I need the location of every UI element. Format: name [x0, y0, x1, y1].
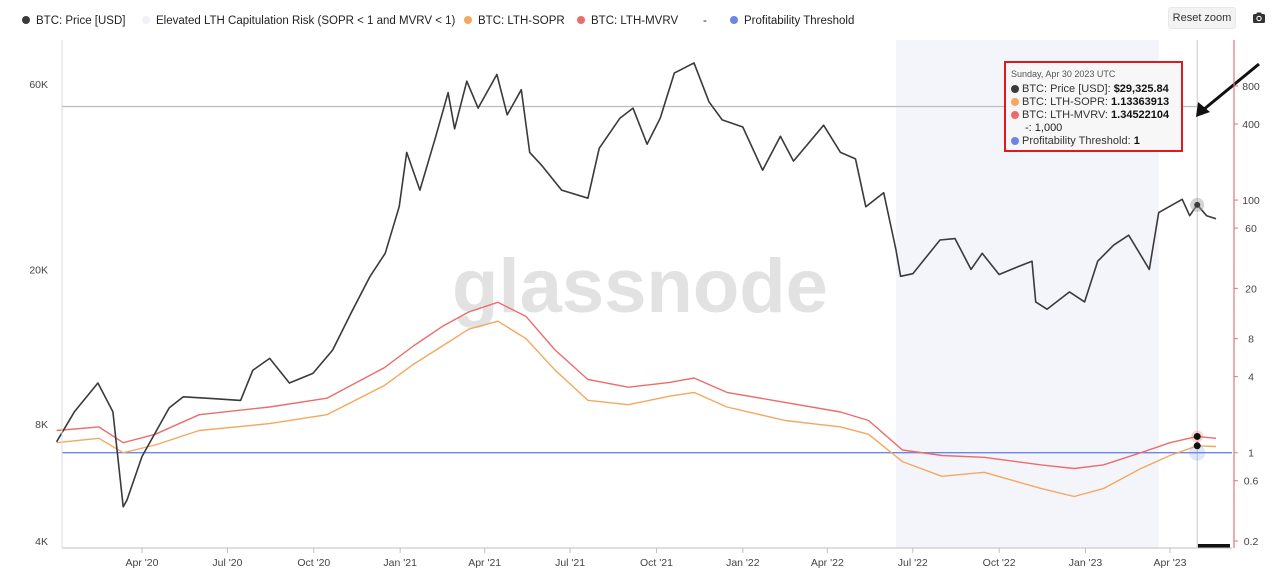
x-tick-label: Apr '20 [126, 557, 159, 569]
legend-label: Profitability Threshold [744, 15, 855, 27]
x-tick-label: Oct '21 [640, 557, 673, 569]
tooltip-dot-icon [1011, 111, 1019, 119]
legend-label: Elevated LTH Capitulation Risk (SOPR < 1… [156, 15, 456, 27]
price-hover-point [1194, 201, 1201, 208]
tooltip-row: BTC: LTH-SOPR: 1.13363913 [1011, 96, 1181, 109]
legend-label: BTC: Price [USD] [36, 15, 126, 27]
y-right-tick-label: 8 [1248, 334, 1254, 346]
tooltip-value: $29,325.84 [1113, 83, 1169, 95]
chart-marks [55, 62, 1260, 548]
x-tick-label: Jan '22 [726, 557, 760, 569]
y-left-tick-label: 4K [35, 536, 48, 548]
reset-zoom-button[interactable]: Reset zoom [1168, 7, 1236, 29]
legend-dot-icon [142, 16, 150, 24]
price-line [55, 62, 1217, 508]
mvrv-hover-point [1193, 432, 1201, 440]
tooltip-row: BTC: LTH-MVRV: 1.34522104 [1011, 109, 1181, 122]
tooltip-dot-icon [1011, 85, 1019, 93]
lth-mvrv-line [56, 301, 1217, 470]
legend-item[interactable]: Profitability Threshold [730, 13, 854, 29]
tooltip-row-threshold: Profitability Threshold: 1 [1011, 135, 1181, 148]
annotation-arrow-head [1196, 102, 1210, 117]
x-tick-label: Jul '20 [212, 557, 242, 569]
sopr-hover-point [1193, 442, 1201, 450]
chart-tooltip: Sunday, Apr 30 2023 UTC BTC: Price [USD]… [1004, 61, 1183, 152]
legend-dot-icon [577, 16, 585, 24]
tooltip-value: 1.34522104 [1111, 109, 1170, 121]
camera-icon[interactable] [1249, 10, 1269, 26]
x-tick-label: Jan '21 [383, 557, 417, 569]
watermark-text: glassnode [452, 244, 828, 329]
tooltip-label: BTC: Price [USD]: [1022, 83, 1114, 95]
tooltip-label: BTC: LTH-MVRV: [1022, 109, 1112, 121]
tooltip-extra: -: 1,000 [1025, 122, 1063, 134]
y-left-tick-label: 60K [29, 79, 48, 91]
legend-label: BTC: LTH-MVRV [591, 15, 679, 27]
tooltip-value: 1.13363913 [1111, 96, 1170, 108]
tooltip-threshold-label: Profitability Threshold: [1022, 135, 1131, 147]
x-tick-label: Jan '23 [1069, 557, 1103, 569]
annotation-underline [1198, 544, 1230, 548]
y-right-tick-label: 1 [1248, 448, 1254, 460]
legend-item[interactable]: BTC: LTH-SOPR [464, 13, 565, 29]
legend-item[interactable]: BTC: Price [USD] [22, 13, 125, 29]
y-left-tick-label: 20K [29, 264, 48, 276]
y-left-tick-label: 8K [35, 419, 48, 431]
legend-label: BTC: LTH-SOPR [478, 15, 565, 27]
tooltip-rows: BTC: Price [USD]: $29,325.84 BTC: LTH-SOP… [1011, 83, 1181, 122]
x-tick-label: Oct '22 [983, 557, 1016, 569]
y-right-tick-label: 800 [1242, 81, 1260, 93]
y-right-tick-label: 100 [1242, 195, 1260, 207]
legend-item[interactable]: BTC: LTH-MVRV [577, 13, 678, 29]
legend-item[interactable]: - [703, 13, 707, 29]
annotation-arrow-line [1202, 62, 1260, 112]
threshold-dot-icon [1011, 137, 1019, 145]
x-tick-label: Apr '23 [1154, 557, 1187, 569]
x-tick-label: Jul '21 [555, 557, 585, 569]
y-right-tick-label: 0.2 [1244, 536, 1259, 548]
x-tick-label: Apr '22 [811, 557, 844, 569]
y-right-tick-label: 0.6 [1244, 476, 1259, 488]
x-tick-label: Jul '22 [898, 557, 928, 569]
threshold-hover-halo [1189, 444, 1206, 461]
tooltip-label: BTC: LTH-SOPR: [1022, 96, 1112, 108]
legend-dot-icon [464, 16, 472, 24]
legend-label: - [703, 15, 707, 27]
y-right-tick-label: 20 [1245, 283, 1257, 295]
chart-legend: BTC: Price [USD] Elevated LTH Capitulatio… [0, 0, 1283, 40]
chart-axes: 4K 8K 20K 60K 0.2 0.6 1 4 8 20 60 100 400 800 Apr '20 J… [29, 40, 1260, 569]
legend-dot-icon [730, 16, 738, 24]
y-right-tick-label: 4 [1248, 372, 1254, 384]
lth-sopr-line [56, 320, 1217, 498]
tooltip-row: BTC: Price [USD]: $29,325.84 [1011, 83, 1181, 96]
y-right-tick-label: 60 [1245, 223, 1257, 235]
x-tick-label: Apr '21 [468, 557, 501, 569]
x-tick-label: Oct '20 [297, 557, 330, 569]
legend-dot-icon [22, 16, 30, 24]
y-right-tick-label: 400 [1242, 119, 1260, 131]
tooltip-dot-icon [1011, 98, 1019, 106]
legend-item[interactable]: Elevated LTH Capitulation Risk (SOPR < 1… [142, 13, 455, 29]
tooltip-date: Sunday, Apr 30 2023 UTC [1011, 69, 1116, 79]
tooltip-threshold-value: 1 [1133, 135, 1140, 147]
